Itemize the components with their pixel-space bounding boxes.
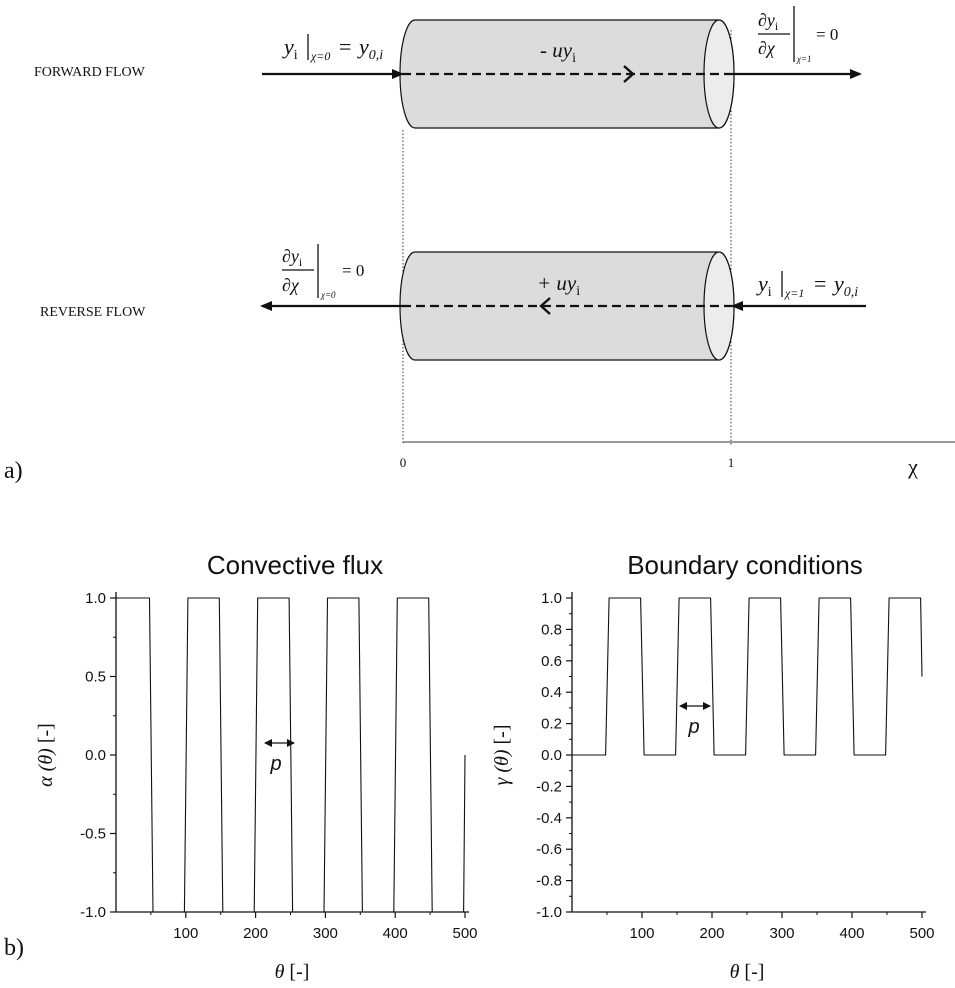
forward-inlet-condition: yi χ=0 = y0,i — [282, 34, 383, 63]
svg-text:∂yi: ∂yi — [282, 246, 303, 269]
y-tick-label: -0.8 — [536, 873, 562, 890]
panel-a: 0 1 χ a) FORWARD FLOW - uyi yi χ=0 = y0,… — [4, 6, 955, 484]
forward-outlet-condition: ∂yi ∂χ χ=1 = 0 — [758, 6, 838, 64]
svg-text:χ=0: χ=0 — [310, 49, 330, 63]
chart-title: Boundary conditions — [627, 550, 863, 580]
y-tick-label: -0.4 — [536, 810, 562, 827]
y-axis-label: α (θ) [-] — [35, 723, 57, 787]
panel-b-label: b) — [4, 935, 24, 961]
svg-text:χ=1: χ=1 — [796, 54, 812, 64]
svg-text:yi: yi — [756, 271, 772, 300]
svg-text:χ=0: χ=0 — [320, 290, 336, 300]
series-line — [116, 597, 466, 913]
forward-flow-label: FORWARD FLOW — [34, 65, 146, 80]
reverse-outlet-condition: ∂yi ∂χ χ=0 = 0 — [282, 244, 364, 300]
svg-text:∂χ: ∂χ — [758, 38, 776, 58]
x-tick-label: 400 — [839, 925, 864, 942]
x-tick-label: 500 — [909, 925, 934, 942]
reverse-chevron — [539, 297, 551, 315]
x-tick-label: 200 — [699, 925, 724, 942]
forward-convection-term: - uyi — [540, 38, 576, 66]
x-tick-label: 400 — [383, 925, 408, 942]
y-tick-label: -0.6 — [536, 841, 562, 858]
y-tick-label: 0.8 — [541, 621, 562, 638]
x-tick-label: 500 — [452, 925, 477, 942]
x-tick-label: 100 — [629, 925, 654, 942]
svg-text:y0,i: y0,i — [357, 34, 383, 63]
y-tick-label: 0.0 — [541, 747, 562, 764]
svg-text:∂yi: ∂yi — [758, 10, 779, 33]
reverse-flow-label: REVERSE FLOW — [40, 305, 146, 320]
chi-tick-1: 1 — [728, 455, 735, 470]
svg-text:=: = — [814, 271, 826, 296]
svg-text:=: = — [339, 34, 351, 59]
svg-text:χ=1: χ=1 — [784, 286, 804, 300]
forward-chevron — [623, 65, 635, 83]
panel-a-label: a) — [4, 458, 23, 484]
y-tick-label: -0.5 — [80, 826, 106, 843]
y-tick-label: 0.6 — [541, 653, 562, 670]
y-tick-label: 0.0 — [85, 747, 106, 764]
chi-tick-0: 0 — [400, 455, 407, 470]
x-tick-label: 300 — [769, 925, 794, 942]
x-axis-label: θ [-] — [730, 961, 765, 983]
y-tick-label: -0.2 — [536, 778, 562, 795]
y-tick-label: 0.4 — [541, 684, 562, 701]
period-label: p — [687, 716, 699, 738]
reverse-convection-term: + uyi — [537, 271, 580, 299]
svg-text:∂χ: ∂χ — [282, 275, 300, 295]
svg-text:= 0: = 0 — [816, 25, 838, 44]
y-tick-label: 1.0 — [85, 590, 106, 607]
period-label: p — [269, 753, 281, 775]
y-tick-label: 0.5 — [85, 669, 106, 686]
reverse-inlet-condition: yi χ=1 = y0,i — [756, 271, 858, 300]
y-tick-label: 1.0 — [541, 590, 562, 607]
y-tick-label: 0.2 — [541, 716, 562, 733]
y-axis-label: γ (θ) [-] — [491, 724, 513, 785]
x-axis-label: θ [-] — [275, 961, 310, 983]
y-tick-label: -1.0 — [80, 904, 106, 921]
chart-convective-flux: Convective flux 1.0 0.5 0.0 -0.5 -1.0 100 200 30… — [35, 550, 478, 983]
chi-axis-label: χ — [907, 454, 918, 479]
x-tick-label: 300 — [313, 925, 338, 942]
x-tick-label: 200 — [243, 925, 268, 942]
y-tick-label: -1.0 — [536, 904, 562, 921]
svg-text:yi: yi — [282, 34, 298, 63]
x-tick-label: 100 — [173, 925, 198, 942]
chart-title: Convective flux — [207, 550, 383, 580]
series-line — [572, 597, 923, 756]
chart-boundary-conditions: Boundary conditions 1.0 0.8 0.6 0.4 0.2 0.0 -0.… — [491, 550, 935, 983]
svg-text:y0,i: y0,i — [832, 271, 858, 300]
svg-text:= 0: = 0 — [342, 261, 364, 280]
